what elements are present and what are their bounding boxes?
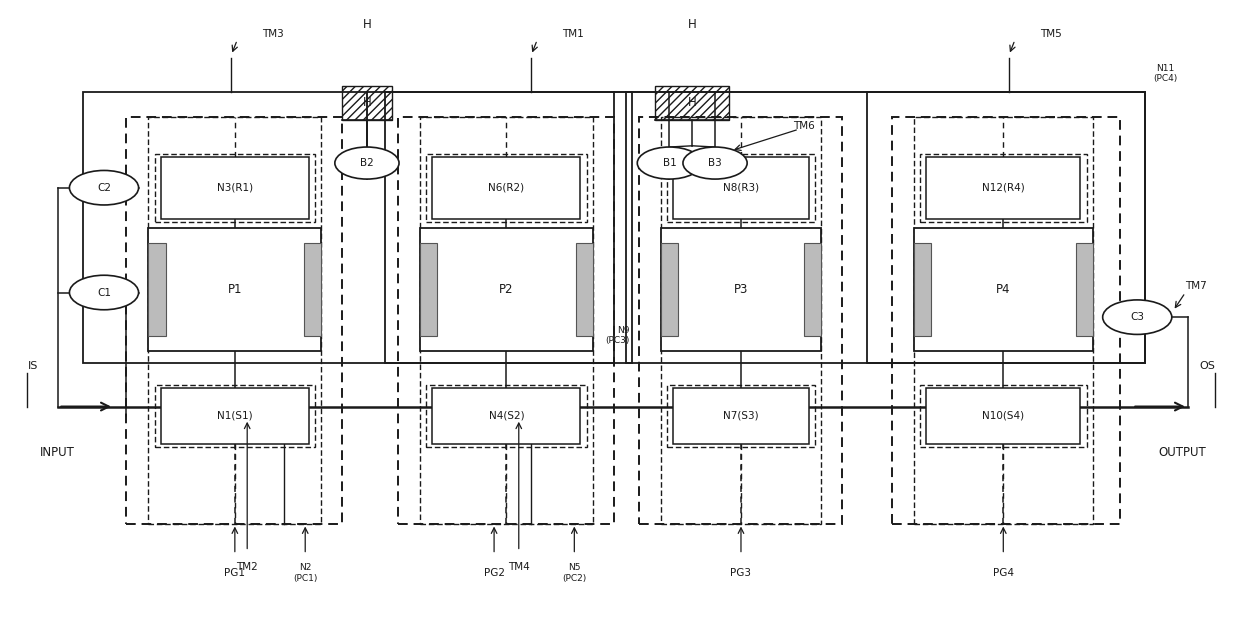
Text: N8(R3): N8(R3) xyxy=(723,183,759,193)
Text: P4: P4 xyxy=(996,283,1011,296)
Bar xyxy=(926,157,1080,218)
Text: N9
(PC3): N9 (PC3) xyxy=(605,326,630,345)
Bar xyxy=(673,388,808,443)
Text: TM3: TM3 xyxy=(262,29,284,39)
Text: H: H xyxy=(688,18,697,31)
Text: N7(S3): N7(S3) xyxy=(723,411,759,421)
Bar xyxy=(867,92,1145,363)
Bar xyxy=(661,243,678,336)
Bar xyxy=(914,228,1092,351)
Bar xyxy=(386,92,632,363)
Text: PG1: PG1 xyxy=(224,568,246,578)
Bar xyxy=(1075,243,1092,336)
Text: C2: C2 xyxy=(97,183,112,193)
Bar xyxy=(161,157,309,218)
Bar xyxy=(155,154,315,221)
Bar xyxy=(575,243,593,336)
Bar xyxy=(149,243,166,336)
Bar xyxy=(914,117,1092,524)
Bar xyxy=(661,228,821,351)
Bar xyxy=(149,228,321,351)
Bar xyxy=(914,243,931,336)
Circle shape xyxy=(637,147,702,179)
Text: PG3: PG3 xyxy=(730,568,751,578)
Text: C3: C3 xyxy=(1130,312,1145,322)
Bar xyxy=(667,154,815,221)
Text: H: H xyxy=(688,96,697,109)
Text: TM7: TM7 xyxy=(1185,281,1207,291)
Bar xyxy=(155,385,315,447)
Text: P3: P3 xyxy=(734,283,748,296)
Bar xyxy=(655,86,729,120)
Text: B2: B2 xyxy=(360,158,373,168)
Text: TM1: TM1 xyxy=(562,29,584,39)
Text: N3(R1): N3(R1) xyxy=(217,183,253,193)
Text: TM2: TM2 xyxy=(237,562,258,572)
Bar xyxy=(626,92,1145,363)
Text: N11
(PC4): N11 (PC4) xyxy=(1153,64,1178,83)
Text: PG2: PG2 xyxy=(484,568,505,578)
Bar xyxy=(420,117,593,524)
Circle shape xyxy=(683,147,748,179)
Text: N4(S2): N4(S2) xyxy=(489,411,525,421)
Bar xyxy=(427,154,587,221)
Bar xyxy=(398,117,614,524)
Text: TM5: TM5 xyxy=(1039,29,1061,39)
Bar xyxy=(342,86,392,120)
Circle shape xyxy=(69,276,139,310)
Text: N1(S1): N1(S1) xyxy=(217,411,253,421)
Text: C1: C1 xyxy=(97,287,112,297)
Circle shape xyxy=(69,170,139,205)
Text: B1: B1 xyxy=(662,158,676,168)
Bar xyxy=(892,117,1120,524)
Bar xyxy=(433,157,580,218)
Text: PG4: PG4 xyxy=(993,568,1014,578)
Text: N10(S4): N10(S4) xyxy=(982,411,1024,421)
Text: N5
(PC2): N5 (PC2) xyxy=(562,564,587,583)
Bar xyxy=(920,154,1086,221)
Bar xyxy=(427,385,587,447)
Bar xyxy=(926,388,1080,443)
Bar xyxy=(661,117,821,524)
Text: N6(R2): N6(R2) xyxy=(489,183,525,193)
Bar xyxy=(667,385,815,447)
Text: N12(R4): N12(R4) xyxy=(982,183,1024,193)
Bar xyxy=(420,228,593,351)
Text: H: H xyxy=(362,18,371,31)
Circle shape xyxy=(1102,300,1172,335)
Bar xyxy=(420,243,438,336)
Text: OUTPUT: OUTPUT xyxy=(1158,446,1207,459)
Bar xyxy=(304,243,321,336)
Text: TM4: TM4 xyxy=(508,562,529,572)
Circle shape xyxy=(335,147,399,179)
Bar xyxy=(126,117,342,524)
Text: OS: OS xyxy=(1199,361,1215,371)
Text: N2
(PC1): N2 (PC1) xyxy=(293,564,317,583)
Text: INPUT: INPUT xyxy=(40,446,74,459)
Text: P1: P1 xyxy=(228,283,242,296)
Text: IS: IS xyxy=(27,361,38,371)
Text: TM6: TM6 xyxy=(792,121,815,131)
Bar xyxy=(920,385,1086,447)
Text: B3: B3 xyxy=(708,158,722,168)
Bar xyxy=(149,117,321,524)
Bar xyxy=(161,388,309,443)
Text: H: H xyxy=(362,96,371,109)
Bar xyxy=(673,157,808,218)
Bar xyxy=(804,243,821,336)
Bar xyxy=(83,92,614,363)
Text: P2: P2 xyxy=(500,283,513,296)
Bar xyxy=(639,117,842,524)
Bar xyxy=(433,388,580,443)
